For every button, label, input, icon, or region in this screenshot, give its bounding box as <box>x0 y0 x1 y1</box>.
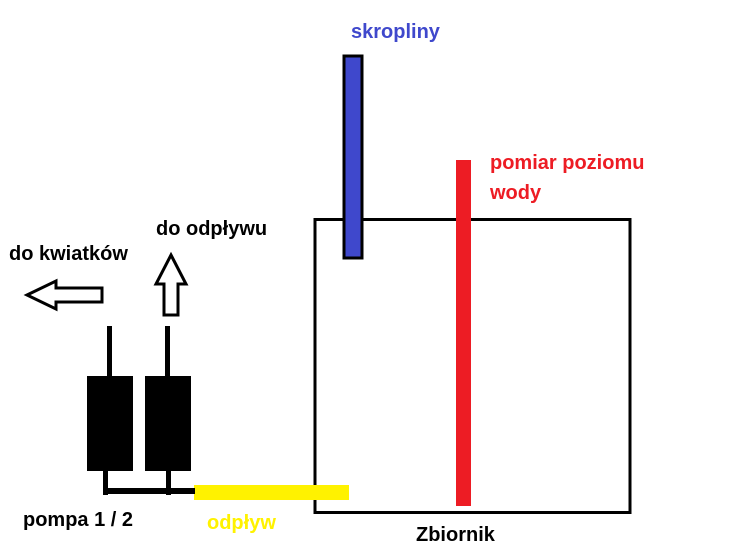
pump-2-body <box>145 376 191 471</box>
pump-label: pompa 1 / 2 <box>23 509 134 531</box>
tank-label: Zbiornik <box>416 524 495 546</box>
pump-intake-manifold <box>103 488 195 494</box>
outflow-label: odpływ <box>207 512 276 534</box>
arrow-up-icon <box>153 251 189 317</box>
to-flowers-label: do kwiatków <box>9 243 128 265</box>
pump-1-intake-pipe <box>103 469 108 495</box>
arrow-left-icon <box>23 278 104 312</box>
to-drain-label: do odpływu <box>156 218 268 240</box>
level-sensor-rod <box>456 160 471 506</box>
pump-1-outlet-pipe <box>107 326 112 378</box>
pump-2-intake-pipe <box>166 469 171 495</box>
level-measurement-label-line-1: pomiar poziomu <box>490 152 645 174</box>
level-measurement-label: pomiar poziomu wody <box>490 148 644 208</box>
condensate-pipe <box>342 54 364 260</box>
level-measurement-label-line-2: wody <box>490 182 542 204</box>
pump-1-body <box>87 376 133 471</box>
tank-outline <box>313 218 632 514</box>
condensate-label: skropliny <box>351 21 440 43</box>
pump-2-outlet-pipe <box>165 326 170 378</box>
outflow-pipe <box>194 485 349 500</box>
